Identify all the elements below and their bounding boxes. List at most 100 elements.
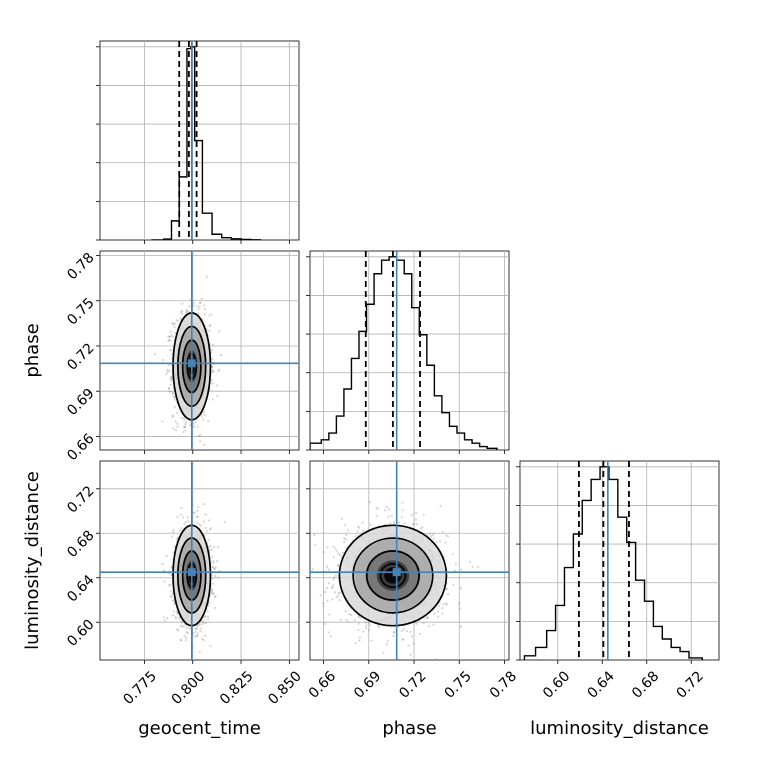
sample-point (172, 531, 175, 534)
sample-point (319, 594, 322, 597)
sample-point (213, 567, 216, 570)
y-tick-label: 0.68 (64, 528, 97, 561)
sample-point (167, 339, 170, 342)
sample-point (170, 334, 173, 337)
sample-point (337, 592, 340, 595)
sample-point (162, 569, 165, 572)
sample-point (445, 534, 448, 537)
sample-point (219, 354, 223, 357)
sample-point (195, 634, 198, 637)
sample-point (439, 540, 442, 543)
sample-point (204, 615, 207, 618)
sample-point (192, 304, 195, 307)
sample-point (385, 643, 388, 646)
sample-point (330, 586, 334, 589)
sample-point (218, 330, 221, 333)
sample-point (204, 622, 207, 625)
sample-point (171, 323, 175, 326)
sample-point (200, 627, 203, 630)
sample-point (429, 535, 432, 538)
sample-point (206, 615, 210, 618)
sample-point (197, 434, 201, 438)
sample-point (153, 352, 157, 356)
sample-point (171, 592, 174, 595)
sample-point (432, 623, 435, 626)
sample-point (331, 598, 334, 601)
sample-point (452, 583, 455, 586)
sample-point (211, 382, 214, 385)
x-tick-label: 0.68 (629, 668, 662, 701)
sample-point (202, 622, 205, 625)
sample-point (459, 625, 463, 628)
sample-point (401, 501, 404, 504)
sample-point (216, 545, 220, 549)
sample-point (354, 642, 358, 645)
sample-point (428, 624, 431, 628)
sample-point (407, 644, 410, 647)
sample-point (422, 513, 425, 516)
truth-marker (187, 568, 196, 577)
sample-point (198, 650, 201, 653)
sample-point (180, 621, 184, 624)
sample-point (218, 368, 221, 372)
sample-point (343, 537, 346, 540)
sample-point (334, 547, 337, 550)
sample-point (206, 610, 209, 613)
sample-point (196, 425, 199, 428)
sample-point (204, 634, 207, 637)
sample-point (167, 584, 170, 587)
sample-point (347, 620, 350, 623)
sample-point (212, 546, 216, 549)
sample-point (186, 626, 189, 629)
sample-point (196, 634, 199, 637)
sample-point (326, 546, 329, 549)
sample-point (185, 310, 189, 313)
sample-point (402, 638, 405, 641)
sample-point (174, 322, 177, 325)
sample-point (185, 311, 188, 314)
panel-frame (519, 460, 720, 661)
contour-line (379, 562, 407, 589)
sample-point (441, 607, 444, 610)
sample-point (400, 516, 403, 519)
sample-point (174, 616, 177, 619)
sample-point (213, 567, 216, 571)
sample-point (181, 624, 184, 627)
sample-point (161, 420, 164, 423)
sample-point (211, 565, 214, 568)
sample-point (432, 537, 435, 540)
sample-point (358, 639, 361, 642)
sample-point (340, 517, 343, 520)
sample-point (214, 574, 217, 578)
sample-point (168, 386, 171, 390)
sample-point (198, 302, 202, 305)
sample-point (415, 511, 418, 515)
sample-point (412, 642, 415, 645)
sample-point (202, 620, 205, 624)
y-tick-label: 0.64 (64, 572, 97, 605)
sample-point (176, 319, 180, 323)
sample-point (325, 586, 329, 590)
sample-point (199, 433, 202, 436)
sample-point (323, 590, 327, 594)
sample-point (326, 599, 329, 602)
sample-point (362, 630, 365, 633)
sample-point (178, 529, 182, 532)
sample-point (356, 530, 359, 533)
sample-point (193, 511, 196, 514)
sample-point (180, 620, 183, 623)
sample-point (345, 533, 348, 536)
panel-content (310, 461, 509, 660)
sample-point (422, 622, 425, 625)
sample-point (447, 535, 450, 538)
sample-point (187, 520, 190, 523)
x-tick-label: 0.64 (585, 668, 618, 701)
sample-point (196, 632, 200, 635)
sample-point (185, 630, 188, 634)
sample-point (173, 398, 176, 401)
sample-point (202, 411, 205, 414)
sample-point (213, 595, 217, 599)
sample-point (184, 520, 188, 524)
sample-point (364, 621, 368, 624)
sample-point (196, 304, 199, 307)
